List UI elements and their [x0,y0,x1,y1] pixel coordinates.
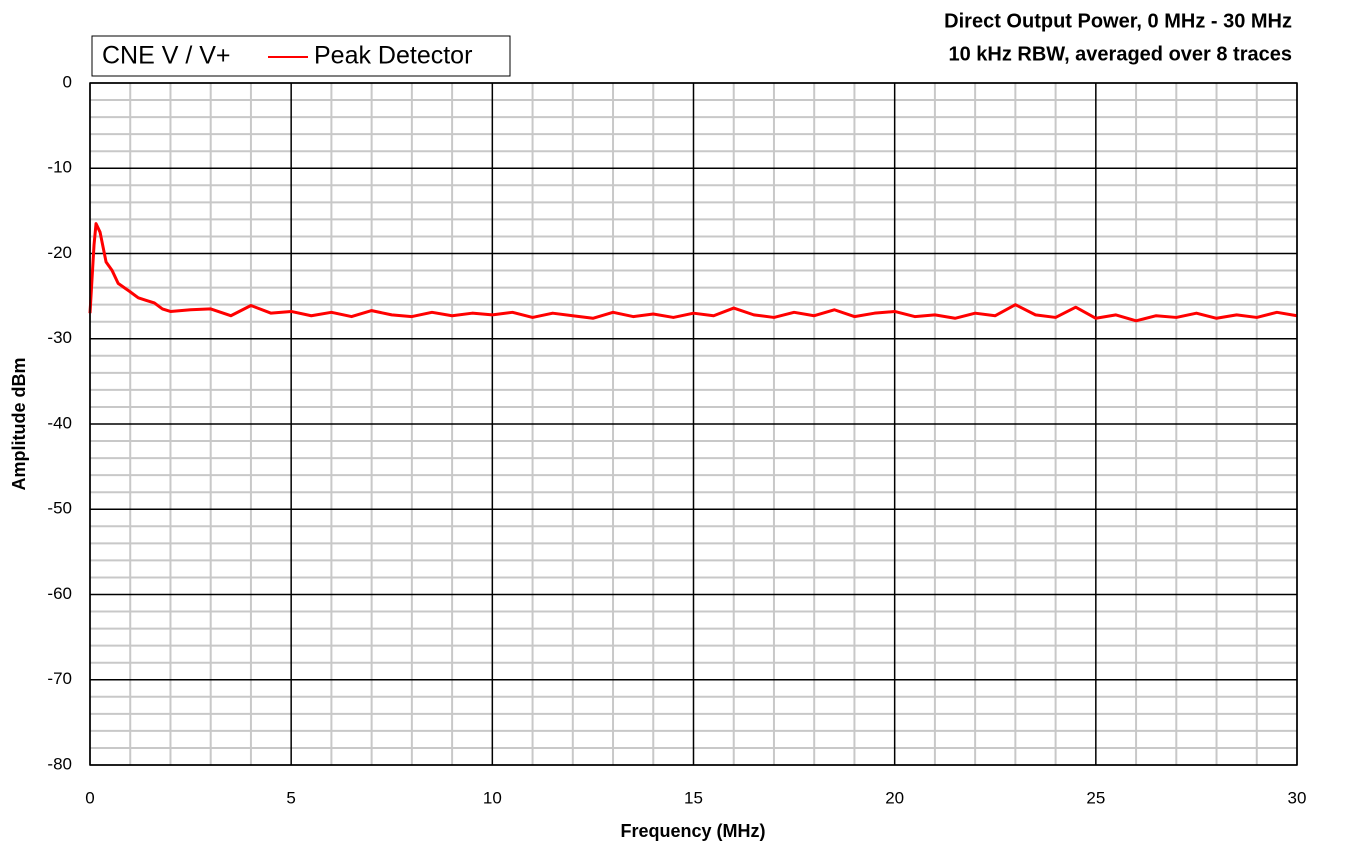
x-tick-label: 10 [483,788,502,807]
x-tick-label: 25 [1086,788,1105,807]
x-axis-label: Frequency (MHz) [620,821,765,841]
y-tick-label: -50 [47,499,72,518]
plot-frame [89,82,1298,766]
y-tick-label: -80 [47,754,72,773]
y-tick-label: -10 [47,158,72,177]
y-tick-label: -20 [47,243,72,262]
chart-subtitle: 10 kHz RBW, averaged over 8 traces [948,43,1292,65]
legend-label: Peak Detector [314,42,472,70]
y-tick-label: -60 [47,584,72,603]
y-tick-label: 0 [63,72,72,91]
y-tick-label: -30 [47,328,72,347]
y-axis-label: Amplitude dBm [9,358,29,491]
data-line [88,222,1298,323]
x-tick-label: 30 [1288,788,1307,807]
x-tick-label: 0 [85,788,94,807]
legend-title: CNE V / V+ [102,42,231,70]
y-tick-label: -70 [47,669,72,688]
plot [88,222,1298,323]
x-tick-label: 5 [286,788,295,807]
x-tick-label: 15 [684,788,703,807]
chart-title: Direct Output Power, 0 MHz - 30 MHz [944,10,1292,32]
x-tick-label: 20 [885,788,904,807]
y-tick-label: -40 [47,413,72,432]
grid [89,82,1298,766]
